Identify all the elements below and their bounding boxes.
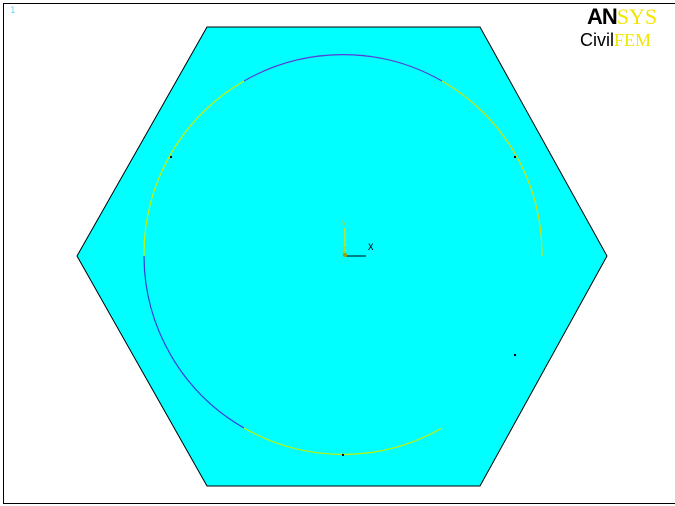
coordinate-triad: X Y Z — [342, 220, 374, 258]
circle-arc-top[interactable] — [243, 54, 443, 82]
keypoint-marker[interactable] — [514, 354, 516, 356]
window-number-label: 1 — [10, 6, 16, 16]
logo-brand-prefix: AN — [587, 6, 618, 29]
logo-brand-suffix: SYS — [616, 6, 658, 29]
hexagonal-area[interactable] — [76, 26, 608, 487]
logo-product-prefix: Civil — [580, 30, 614, 50]
logo-product: CivilFEM — [580, 30, 651, 51]
logo-product-suffix: FEM — [614, 30, 652, 50]
circle-arc-top-left[interactable] — [143, 80, 245, 257]
triad-x-label: X — [368, 243, 374, 253]
triad-origin — [342, 252, 348, 258]
logo-brand: ANSYS — [587, 6, 657, 28]
keypoint-marker[interactable] — [514, 156, 516, 158]
triad-y-label: Y — [342, 220, 347, 228]
keypoint-marker[interactable] — [170, 156, 172, 158]
triad-z-label: Z — [342, 246, 346, 254]
circle-arc-top-right[interactable] — [441, 80, 543, 257]
circle-arc-bottom-left[interactable] — [143, 255, 245, 429]
keypoint-marker[interactable] — [342, 454, 344, 456]
ansys-civilfem-logo: ANSYS CivilFEM — [578, 6, 675, 56]
